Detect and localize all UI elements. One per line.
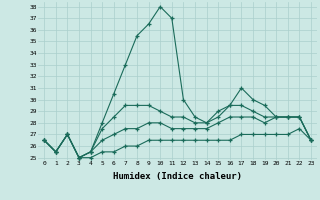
X-axis label: Humidex (Indice chaleur): Humidex (Indice chaleur) bbox=[113, 172, 242, 181]
